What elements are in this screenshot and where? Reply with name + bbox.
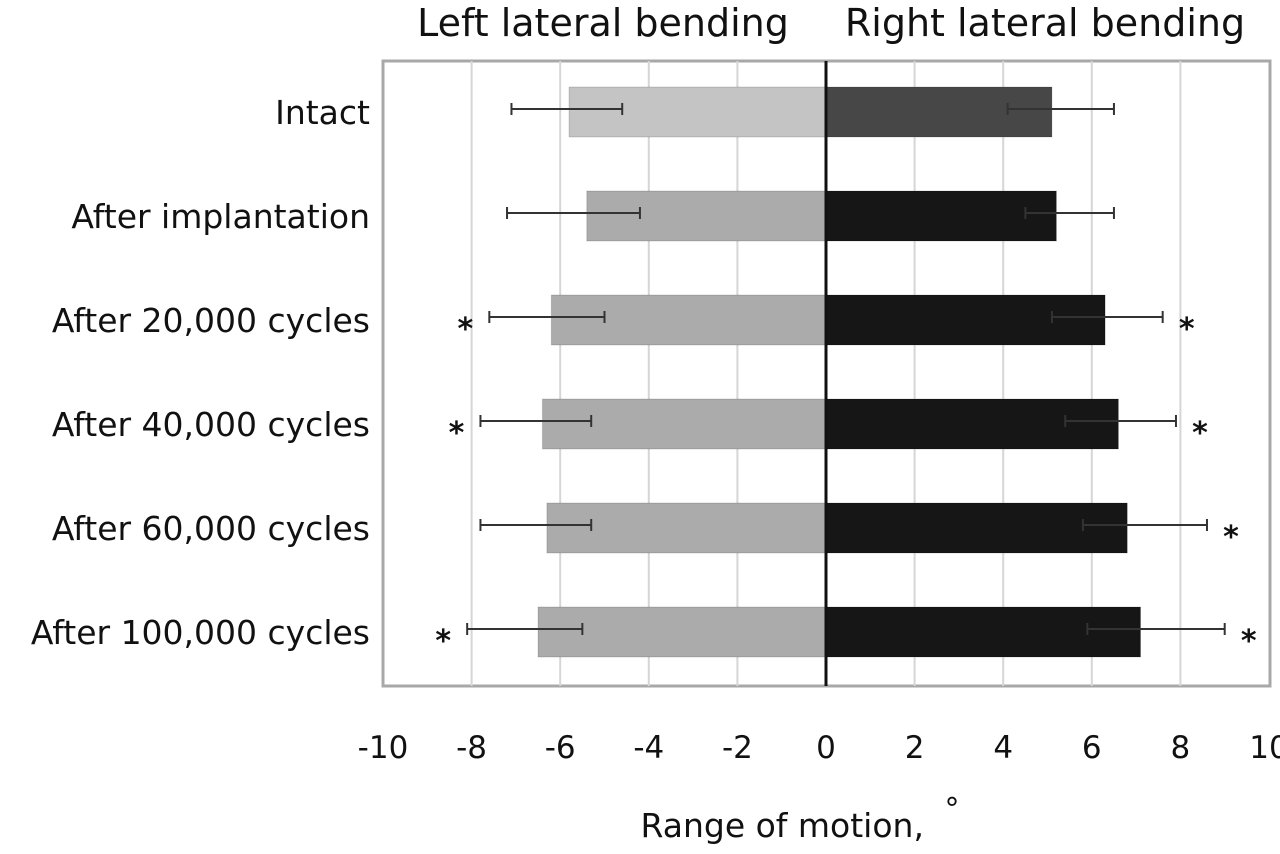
x-tick-label: 8 — [1171, 730, 1191, 766]
x-tick-labels: -10 -8 -6 -4 -2 0 2 4 6 8 10 — [358, 730, 1280, 766]
x-axis-title-text: Range of motion, — [641, 806, 924, 845]
category-label: After 20,000 cycles — [52, 301, 370, 340]
category-label: After 60,000 cycles — [52, 509, 370, 548]
significance-star: * — [449, 416, 465, 451]
left-bending-bar — [541, 398, 827, 450]
left-panel-title: Left lateral bending — [417, 1, 789, 45]
category-labels: Intact After implantation After 20,000 cyc… — [31, 93, 370, 652]
x-tick-label: -4 — [633, 730, 664, 766]
x-tick-label: 0 — [816, 730, 836, 766]
x-tick-label: 2 — [905, 730, 925, 766]
bars — [537, 86, 1142, 658]
x-axis-unit: ° — [944, 792, 959, 827]
x-tick-label: 10 — [1249, 730, 1280, 766]
right-bending-bar — [825, 294, 1106, 346]
right-panel-title: Right lateral bending — [845, 1, 1245, 45]
right-bending-bar — [825, 502, 1128, 554]
significance-markers: * * * * * * * — [435, 312, 1257, 659]
x-tick-label: -10 — [358, 730, 409, 766]
category-label: Intact — [275, 93, 370, 132]
significance-star: * — [1179, 312, 1195, 347]
left-bending-bar — [586, 190, 827, 242]
category-label: After implantation — [71, 197, 370, 236]
significance-star: * — [1241, 624, 1257, 659]
left-bending-bar — [537, 606, 827, 658]
right-bending-bar — [825, 606, 1142, 658]
category-label: After 40,000 cycles — [52, 405, 370, 444]
x-tick-label: -8 — [456, 730, 487, 766]
x-tick-label: -2 — [722, 730, 753, 766]
significance-star: * — [435, 624, 451, 659]
x-axis-title: Range of motion, ° — [641, 792, 960, 845]
significance-star: * — [457, 312, 473, 347]
category-label: After 100,000 cycles — [31, 613, 370, 652]
left-bending-bar — [546, 502, 827, 554]
significance-star: * — [1223, 520, 1239, 555]
x-tick-label: 4 — [993, 730, 1013, 766]
x-tick-label: -6 — [545, 730, 576, 766]
gridlines — [470, 61, 1182, 686]
significance-star: * — [1192, 416, 1208, 451]
right-bending-bar — [825, 86, 1053, 138]
right-bending-bar — [825, 398, 1119, 450]
left-bending-bar — [568, 86, 827, 138]
left-bending-bar — [550, 294, 827, 346]
error-bars — [466, 103, 1226, 635]
right-bending-bar — [825, 190, 1057, 242]
x-tick-label: 6 — [1082, 730, 1102, 766]
